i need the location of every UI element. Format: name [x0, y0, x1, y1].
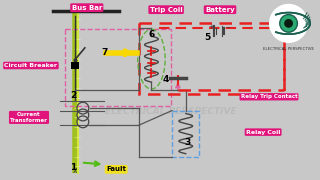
Text: Trip Coil: Trip Coil	[150, 7, 182, 13]
Text: 6: 6	[148, 30, 155, 39]
Text: 2: 2	[70, 91, 76, 100]
Circle shape	[284, 19, 293, 28]
Text: 4: 4	[163, 75, 169, 84]
Text: Bus Bar: Bus Bar	[72, 5, 102, 11]
Text: Relay Trip Contact: Relay Trip Contact	[241, 94, 297, 99]
Text: Current
Transformer: Current Transformer	[10, 112, 48, 123]
Bar	[139, 23, 284, 94]
Text: x: x	[73, 166, 77, 175]
Text: Battery: Battery	[205, 7, 235, 13]
Text: Fault: Fault	[106, 166, 126, 172]
Text: +: +	[208, 24, 214, 30]
Text: 5: 5	[204, 33, 211, 42]
Bar	[172, 111, 199, 157]
Text: 1: 1	[70, 163, 76, 172]
Bar	[65, 29, 171, 106]
Bar	[71, 62, 79, 69]
Text: 7: 7	[101, 48, 108, 57]
Text: -: -	[226, 23, 229, 32]
Text: 3: 3	[185, 138, 191, 147]
Circle shape	[269, 4, 308, 43]
Text: ELECTRICAL PERSPECTIVE: ELECTRICAL PERSPECTIVE	[105, 107, 237, 116]
Text: Circuit Breaker: Circuit Breaker	[4, 63, 58, 68]
Circle shape	[280, 15, 297, 32]
Text: Relay Coil: Relay Coil	[246, 130, 280, 135]
Text: ELECTRICAL PERSPECTIVE: ELECTRICAL PERSPECTIVE	[263, 47, 314, 51]
